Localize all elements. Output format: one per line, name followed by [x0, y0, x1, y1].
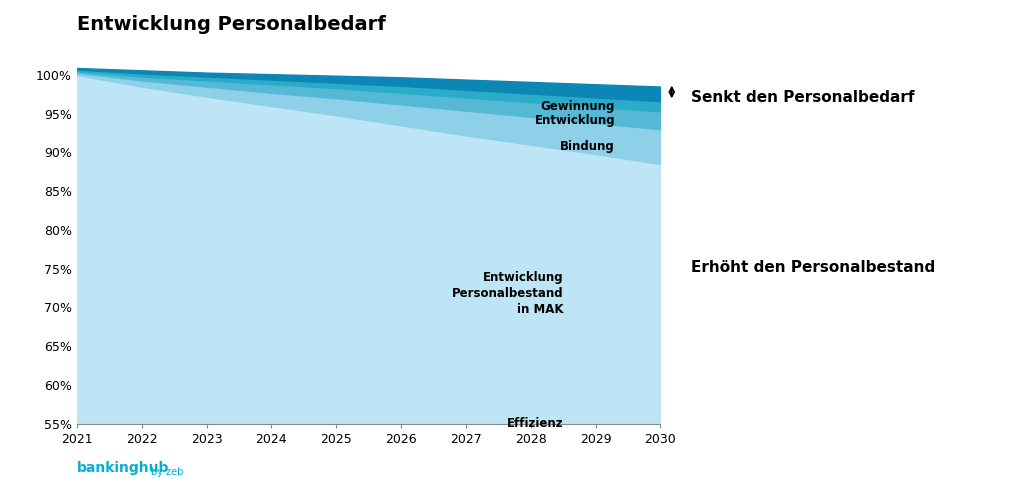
Text: by zeb: by zeb [151, 467, 183, 477]
Text: Entwicklung: Entwicklung [535, 114, 615, 127]
Text: Gewinnung: Gewinnung [541, 100, 615, 113]
Text: Senkt den Personalbedarf: Senkt den Personalbedarf [691, 90, 914, 105]
Text: Entwicklung
Personalbestand
in MAK: Entwicklung Personalbestand in MAK [452, 271, 563, 317]
Text: Erhöht den Personalbestand: Erhöht den Personalbestand [691, 261, 936, 275]
Text: Effizienz: Effizienz [507, 417, 563, 430]
Text: bankinghub: bankinghub [77, 461, 169, 475]
Text: Bindung: Bindung [560, 140, 615, 153]
Text: Entwicklung Personalbedarf: Entwicklung Personalbedarf [77, 15, 386, 34]
